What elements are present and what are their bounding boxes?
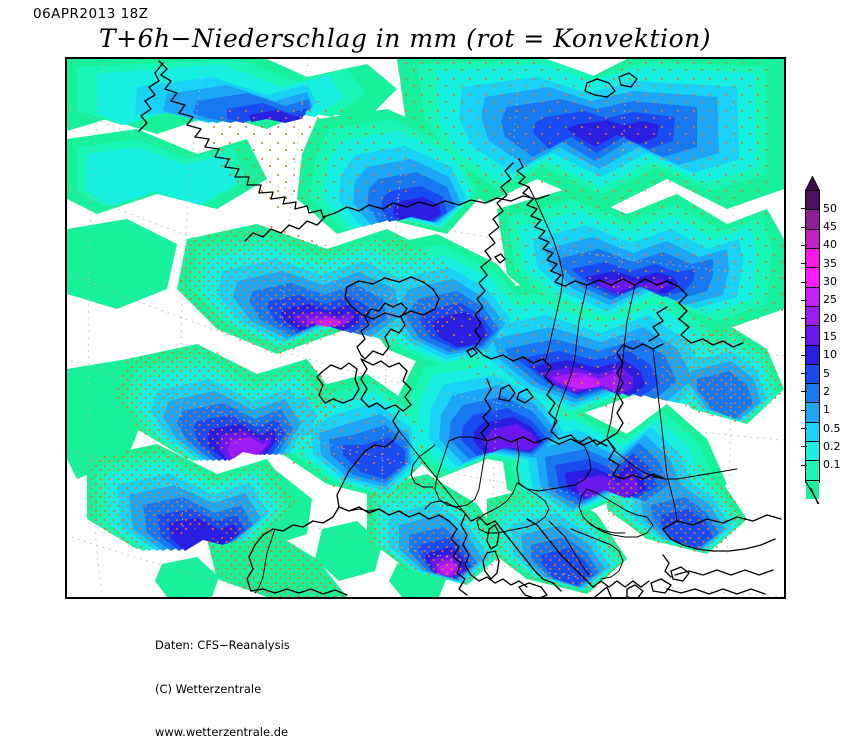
colorbar-tick-label: 15 [823,330,837,343]
colorbar-band [806,228,819,248]
credits-line-data: Daten: CFS−Reanalysis [155,638,290,652]
colorbar-tick [801,281,807,283]
colorbar-tick [801,299,807,301]
credits-line-copyright: (C) Wetterzentrale [155,681,262,696]
colorbar-band [806,383,819,403]
colorbar-tick-label: 45 [823,220,837,234]
colorbar-band [806,421,819,442]
colorbar-band [806,363,819,384]
colorbar-band [806,209,819,229]
colorbar-tick-label: 35 [823,256,837,270]
colorbar-tick [801,464,807,466]
map-canvas [67,59,784,597]
colorbar-tick [801,226,807,228]
colorbar-band [806,479,819,499]
colorbar-band [806,286,819,306]
colorbar-tick [801,446,807,448]
colorbar-tick [801,409,807,411]
credits: Daten: CFS−Reanalysis (C) Wetterzentrale… [155,609,290,754]
colorbar-tick [801,208,807,210]
colorbar-tick-label: 20 [823,311,837,325]
colorbar-tick-label: 30 [823,275,837,289]
weather-map [65,57,786,599]
colorbar-tick [801,318,807,320]
colorbar-tick-label: 0.1 [823,458,841,472]
colorbar-band [806,344,819,364]
colorbar-tick-label: 0.5 [823,421,841,435]
page-title: T+6h−Niederschlag in mm (rot = Konvektio… [99,24,711,53]
graticule [67,59,784,597]
colorbar-tail-icon [805,482,820,504]
colorbar-tick-label: 1 [823,403,830,417]
colorbar-tick-label: 2 [823,384,830,398]
colorbar-tick [801,263,807,265]
colorbar-tick [801,244,807,246]
colorbar-tick [801,336,807,338]
colorbar-gradient [805,190,820,499]
colorbar-tick [801,428,807,430]
colorbar-band [806,402,819,422]
colorbar: 50 45 40 35 30 25 20 15 10 5 2 1 0.5 0.2 0.1 [799,176,849,504]
colorbar-tick-label: 40 [823,238,837,252]
date-stamp: 06APR2013 18Z [33,6,149,22]
colorbar-band [806,267,819,287]
colorbar-tick-label: 10 [823,348,837,362]
colorbar-tick-label: 0.2 [823,439,841,453]
credits-line-url: www.wetterzentrale.de [155,725,289,739]
colorbar-band [806,325,819,345]
colorbar-band [806,305,819,326]
colorbar-arrow-icon [805,176,820,191]
colorbar-band [806,441,819,461]
colorbar-band [806,460,819,480]
colorbar-tick [801,391,807,393]
colorbar-band [806,191,819,210]
colorbar-tick [801,373,807,375]
colorbar-tick-label: 50 [823,201,837,215]
colorbar-band [806,247,819,268]
colorbar-tick-label: 5 [823,366,830,380]
colorbar-tick-label: 25 [823,293,837,307]
coastlines [138,60,782,597]
convection-stipple [87,59,784,597]
colorbar-tick [801,354,807,356]
